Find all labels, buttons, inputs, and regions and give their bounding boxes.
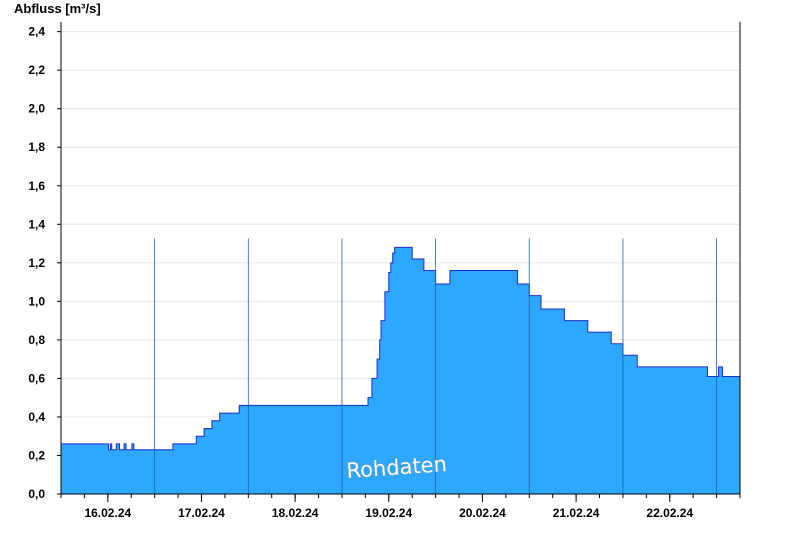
discharge-line [61,246,740,451]
y-tick-label-8: 1,6 [28,179,45,193]
discharge-area [61,247,740,494]
x-ticks: 16.02.24 17.02.24 18.02.24 19.02.24 20.02.24… [60,494,741,520]
y-tick-label-6: 1,2 [28,256,45,270]
y-tick-label-3: 0,6 [28,371,45,385]
x-tick-label-0: 16.02.24 [84,506,131,520]
x-tick-label-1: 17.02.24 [178,506,225,520]
area-layer [61,246,740,494]
y-tick-label-11: 2,2 [28,63,45,77]
y-tick-label-9: 1,8 [28,140,45,154]
y-tick-label-10: 2,0 [28,102,45,116]
x-tick-label-2: 18.02.24 [272,506,319,520]
y-tick-label-4: 0,8 [28,333,45,347]
y-tick-label-5: 1,0 [28,294,45,308]
y-ticks: 0,0 0,2 0,4 0,6 0,8 1,0 1,2 1,4 1,6 1,8 2,0 2,2 2,4 [28,25,61,501]
x-tick-label-5: 21.02.24 [553,506,600,520]
y-tick-label-2: 0,4 [28,410,45,424]
day-separator-lines [154,238,717,494]
y-tick-label-0: 0,0 [28,487,45,501]
y-tick-label-7: 1,4 [28,217,45,231]
x-tick-label-6: 22.02.24 [646,506,693,520]
y-tick-label-1: 0,2 [28,448,45,462]
y-axis-title: Abfluss [m³/s] [14,1,101,16]
axes [60,22,741,495]
x-tick-label-4: 20.02.24 [459,506,506,520]
y-tick-label-12: 2,4 [28,25,45,39]
x-tick-label-3: 19.02.24 [365,506,412,520]
